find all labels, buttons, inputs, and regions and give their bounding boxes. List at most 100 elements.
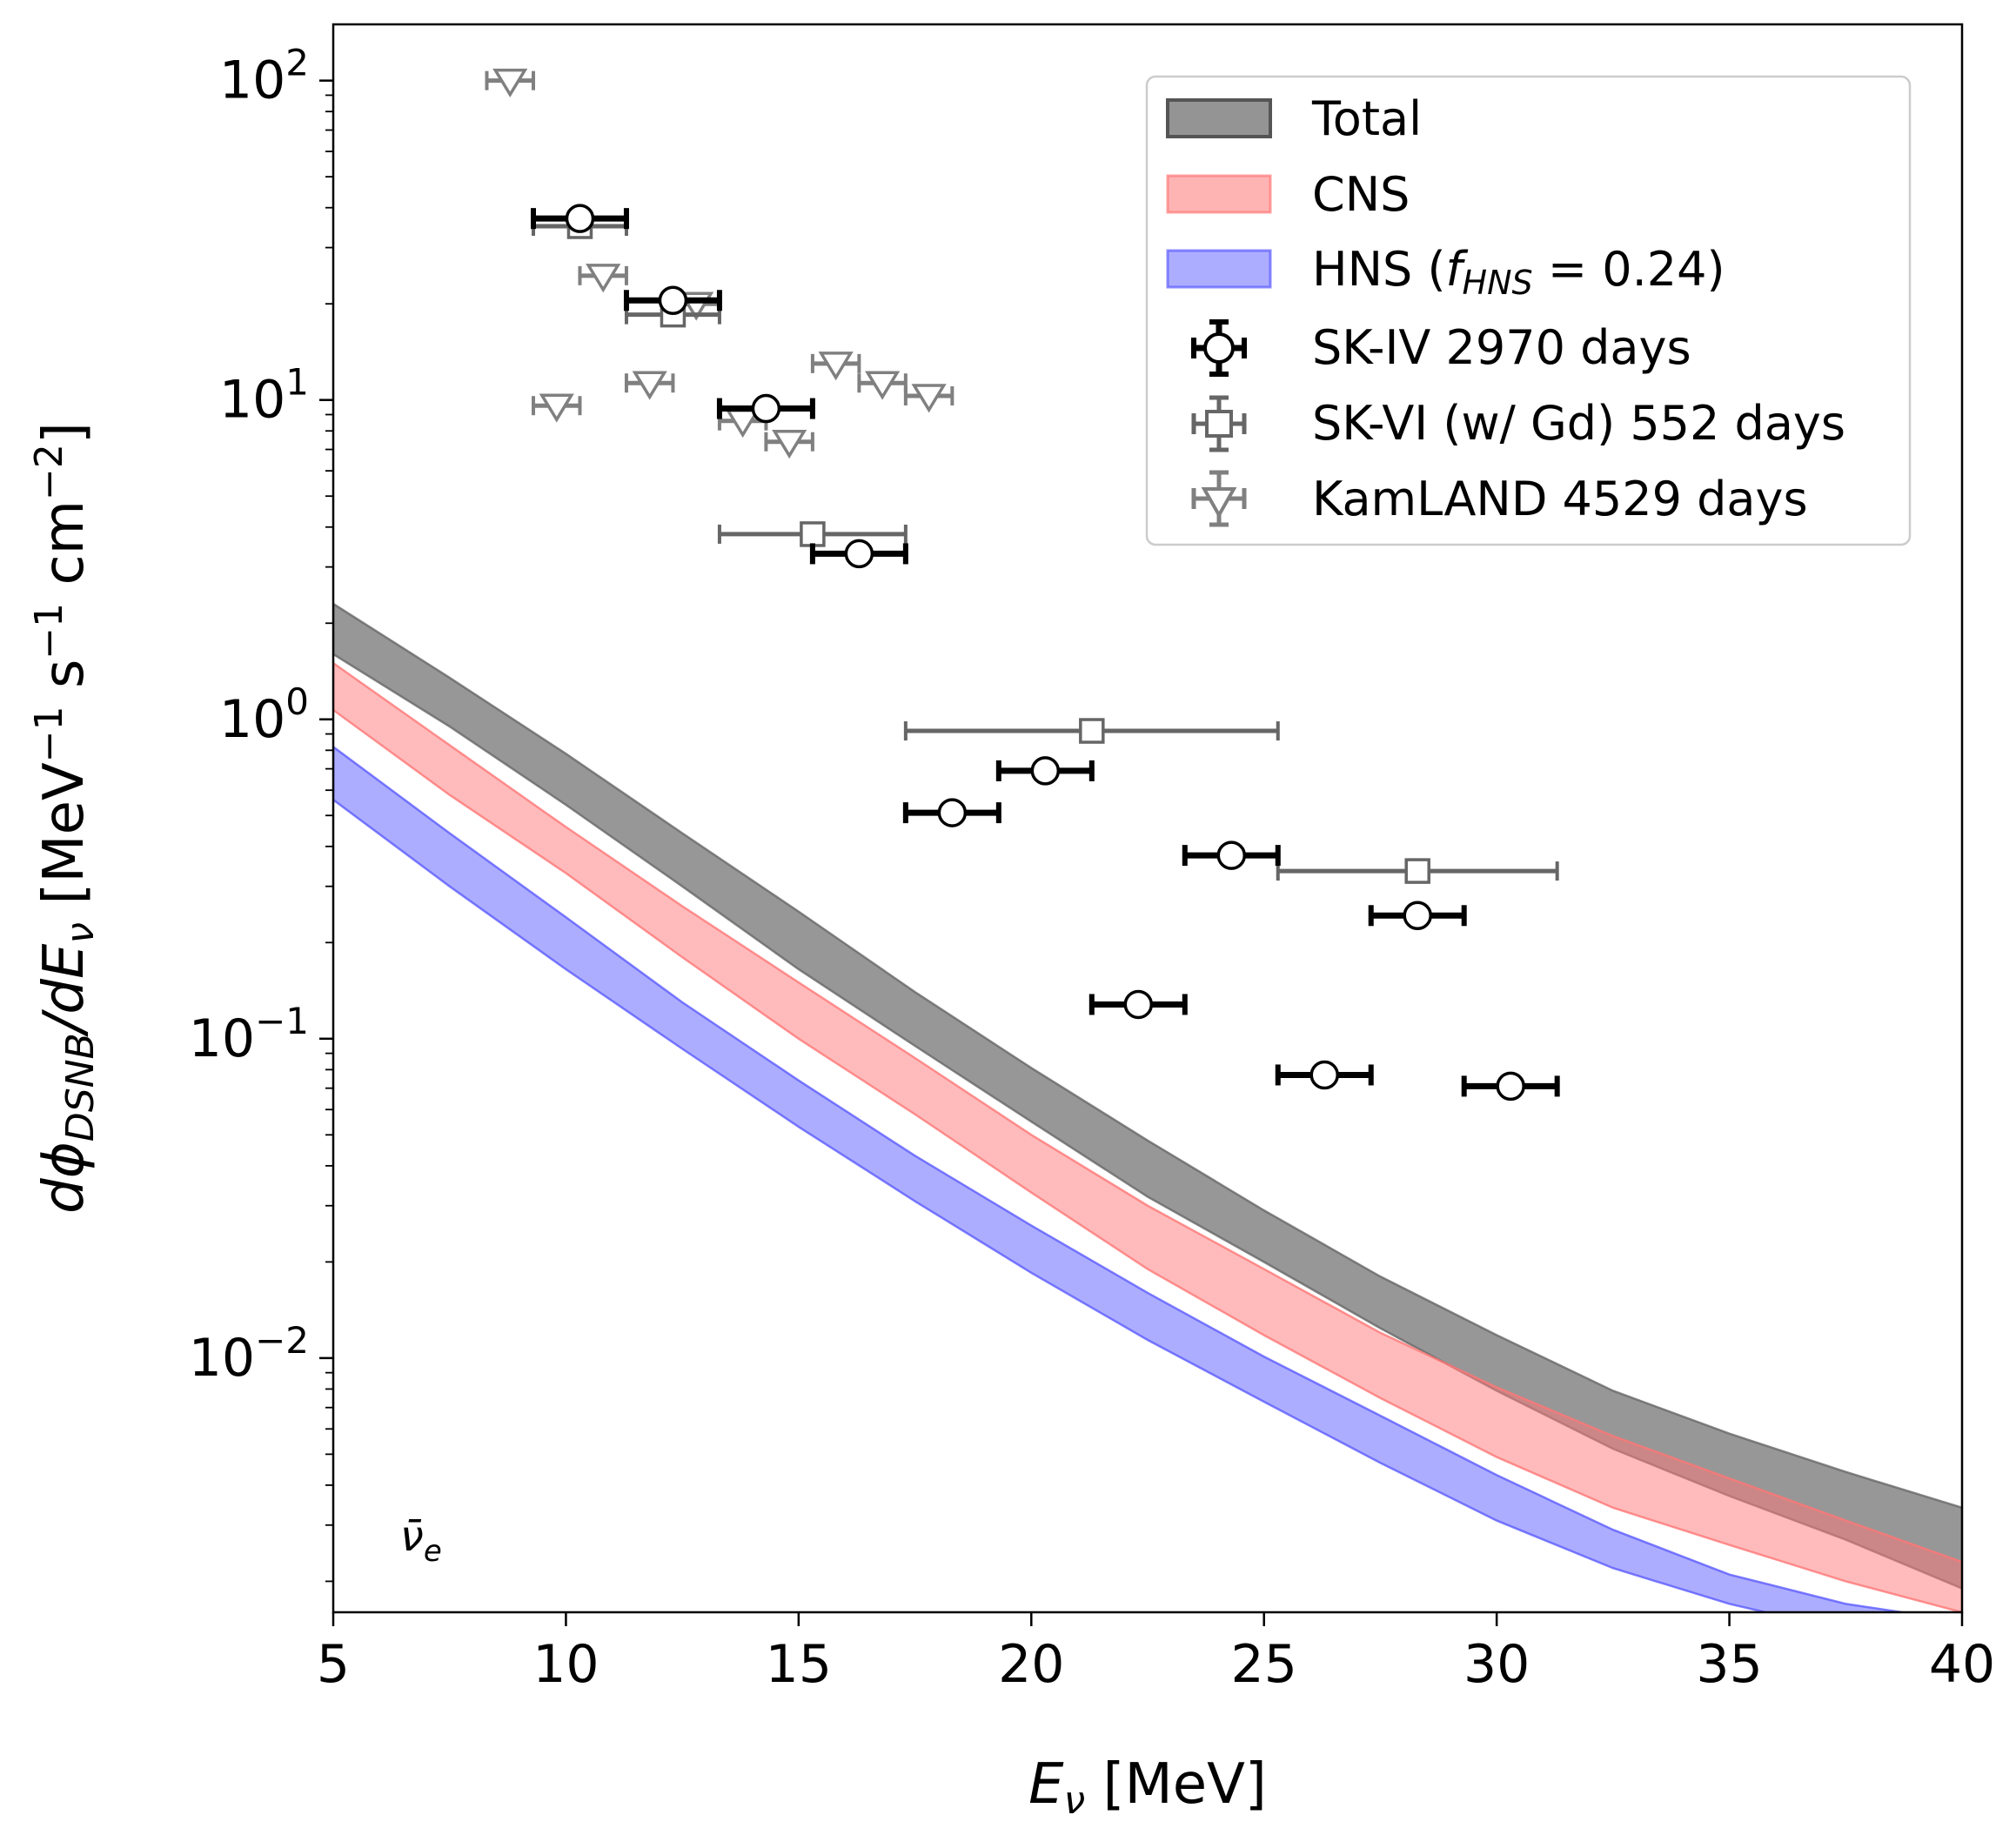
y-axis-main: dϕ xyxy=(32,1142,97,1214)
marker-square xyxy=(1404,858,1430,884)
x-tick-label: 5 xyxy=(317,1634,350,1695)
y-tick-label: 101 xyxy=(219,361,309,431)
y-tick-base: 10 xyxy=(219,689,285,750)
point-sk6 xyxy=(717,521,908,547)
point-sk6 xyxy=(903,718,1280,744)
marker-circle xyxy=(751,393,781,424)
x-tick-label: 10 xyxy=(532,1634,599,1695)
legend-hns-b: = 0.24) xyxy=(1533,242,1725,297)
point-sk4 xyxy=(1182,840,1281,870)
marker-triangle xyxy=(492,68,528,98)
y-axis-mid: /dE xyxy=(32,943,97,1037)
point-sk4 xyxy=(902,798,1001,827)
x-tick-label: 20 xyxy=(998,1634,1064,1695)
y-axis-sub1: DSNB xyxy=(58,1033,103,1142)
annotation-sub: e xyxy=(424,1534,442,1569)
marker-triangle xyxy=(539,393,574,423)
legend-swatch-total xyxy=(1166,98,1272,138)
legend-label-cns: CNS xyxy=(1312,167,1410,222)
marker-triangle xyxy=(772,429,807,459)
legend-swatch-hns xyxy=(1166,249,1272,289)
y-tick-base: 10 xyxy=(189,1328,255,1389)
marker-circle xyxy=(1309,1060,1339,1090)
points-layer xyxy=(485,68,1560,1102)
y-axis-title: dϕDSNB/dEν [MeV−1 s−1 cm−2] xyxy=(27,422,103,1214)
y-tick-label: 10−2 xyxy=(189,1319,309,1389)
marker-triangle xyxy=(865,371,901,400)
bands-layer xyxy=(333,602,1962,1612)
point-kamland xyxy=(485,68,535,98)
marker-circle xyxy=(1216,840,1247,870)
x-tick-label: 25 xyxy=(1231,1634,1297,1695)
y-tick-label: 100 xyxy=(219,680,309,750)
y-tick-label: 10−1 xyxy=(189,1000,309,1069)
legend-label-hns: HNS (fHNS = 0.24) xyxy=(1312,242,1725,302)
y-tick-exp: −2 xyxy=(255,1319,309,1362)
marker-circle xyxy=(1123,989,1154,1020)
point-sk4 xyxy=(1088,989,1188,1020)
marker-triangle xyxy=(586,264,621,293)
legend-label-sk4: SK-IV 2970 days xyxy=(1312,320,1691,375)
y-tick-base: 10 xyxy=(219,370,285,431)
legend-label-sk6: SK-VI (w/ Gd) 552 days xyxy=(1312,396,1845,451)
x-axis-sub: ν xyxy=(1064,1778,1086,1823)
y-axis-sub2: ν xyxy=(58,922,103,944)
annotation-nubar-e: ν̄e xyxy=(400,1512,442,1569)
x-tick-label: 15 xyxy=(766,1634,832,1695)
legend-frame xyxy=(1145,75,1912,546)
legend-swatch-cns xyxy=(1166,174,1272,214)
point-sk4 xyxy=(1461,1071,1560,1102)
point-kamland xyxy=(578,264,628,293)
point-sk6 xyxy=(1276,858,1559,884)
y-tick-exp: 1 xyxy=(285,361,309,404)
point-sk4 xyxy=(995,756,1095,786)
band-cns xyxy=(333,661,1962,1612)
marker-circle xyxy=(658,285,688,316)
point-sk4 xyxy=(1275,1060,1374,1090)
marker-circle xyxy=(1403,901,1432,931)
marker-circle xyxy=(1030,756,1061,786)
legend-hns-sub: HNS xyxy=(1463,264,1533,302)
point-kamland xyxy=(764,429,814,459)
marker-square xyxy=(800,521,826,547)
legend-hns-a: HNS ( xyxy=(1312,242,1446,297)
point-kamland xyxy=(857,371,908,400)
plot-frame xyxy=(332,23,1964,1614)
point-kamland xyxy=(810,352,861,381)
y-axis-unit-d: ] xyxy=(32,422,97,444)
y-axis-unit-c: cm xyxy=(32,500,97,603)
legend-label-total: Total xyxy=(1311,91,1422,146)
legend-marker-kamland xyxy=(1191,470,1247,527)
y-axis-unit-a: [MeV xyxy=(32,762,97,922)
legend-marker-sk4 xyxy=(1191,319,1247,377)
y-tick-label: 102 xyxy=(219,42,309,111)
y-axis-sup3: −2 xyxy=(27,444,71,500)
y-axis-unit-b: s xyxy=(32,660,97,707)
y-tick-exp: 0 xyxy=(285,680,309,723)
x-axis-base: E xyxy=(1028,1752,1064,1817)
marker-square xyxy=(1079,718,1105,744)
point-kamland xyxy=(531,393,582,423)
annotation-base: ν̄ xyxy=(400,1512,424,1561)
x-tick-label: 35 xyxy=(1696,1634,1762,1695)
band-hns xyxy=(333,745,1910,1612)
marker-circle xyxy=(844,539,874,569)
y-tick-exp: 2 xyxy=(285,42,309,84)
x-tick-label: 30 xyxy=(1463,1634,1530,1695)
marker-circle xyxy=(565,204,595,233)
marker-circle xyxy=(937,798,968,827)
marker-circle xyxy=(1496,1071,1525,1102)
legend: Total CNS HNS (fHNS = 0.24) SK-IV 2970 d… xyxy=(1145,75,1912,546)
marker-triangle xyxy=(632,371,667,400)
legend-label-kamland: KamLAND 4529 days xyxy=(1312,472,1808,526)
marker-triangle xyxy=(911,384,947,413)
point-kamland xyxy=(624,371,675,400)
y-tick-base: 10 xyxy=(219,50,285,111)
point-sk4 xyxy=(530,204,629,233)
point-sk4 xyxy=(1368,901,1467,931)
marker-triangle xyxy=(818,352,854,381)
x-axis-title: Eν [MeV] xyxy=(1028,1752,1267,1823)
point-sk4 xyxy=(716,393,815,424)
legend-marker-sk6 xyxy=(1191,395,1247,452)
